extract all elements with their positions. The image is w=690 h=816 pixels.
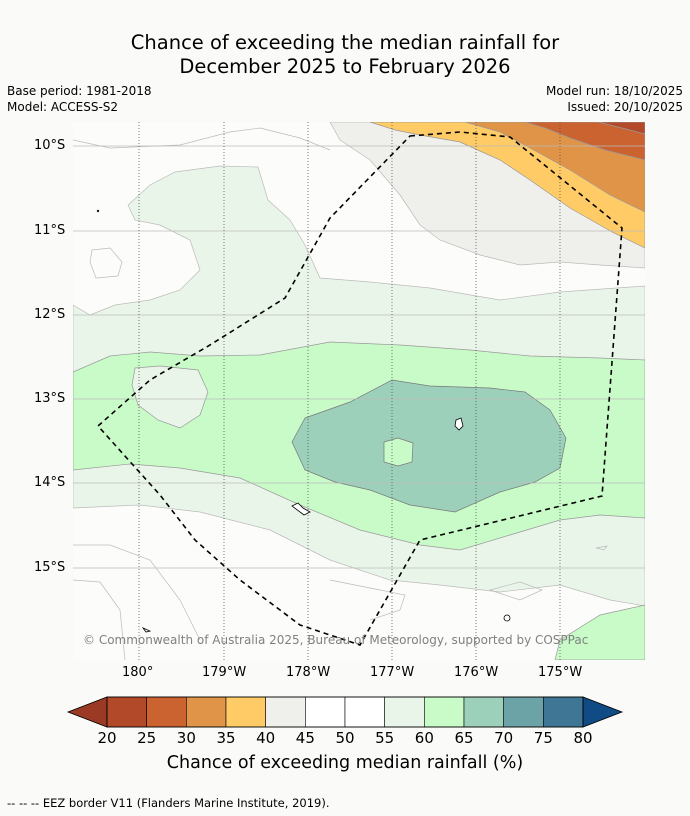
colorbar-cell [146,696,187,728]
islands [96,209,511,633]
colorbar-title: Chance of exceeding median rainfall (%) [166,753,524,773]
lat-label-11s: 11°S [34,223,66,238]
colorbar-cell [344,696,385,728]
lat-label-12s: 12°S [34,307,66,322]
lon-label-180: 180° [122,665,154,680]
colorbar-tick-label: 60 [414,729,434,747]
lon-label-175w: 175°W [538,665,583,680]
copyright-notice: © Commonwealth of Australia 2025, Bureau… [83,633,589,647]
colorbar-tick-label: 25 [137,729,157,747]
colorbar-cell [186,696,227,728]
eez-footnote: -- -- -- EEZ border V11 (Flanders Marine… [7,796,330,810]
colorbar-tick-label: 45 [295,729,315,747]
contour-hole [383,437,414,467]
colorbar-cell [463,696,504,728]
gridlines [73,122,645,660]
colorbar-tick-label: 70 [494,729,514,747]
colorbar-cell [225,696,266,728]
colorbar-cell [543,696,584,728]
colorbar-tick-label: 40 [256,729,276,747]
colorbar-cell [305,696,346,728]
contour-25-30 [524,122,645,161]
colorbar-cell [265,696,306,728]
map-title: Chance of exceeding the median rainfall … [0,31,690,79]
colorbar-cell [424,696,465,728]
lat-label-14s: 14°S [34,475,66,490]
contour-65-70 [291,379,567,513]
lat-label-13s: 13°S [34,391,66,406]
issued-date: Issued: 20/10/2025 [567,100,683,114]
lat-label-15s: 15°S [34,560,66,575]
colorbar-tick-label: 80 [573,729,593,747]
colorbar-tick-label: 35 [216,729,236,747]
lon-label-179w: 179°W [202,665,247,680]
lon-label-176w: 176°W [454,665,499,680]
lat-label-10s: 10°S [34,138,66,153]
title-line-1: Chance of exceeding the median rainfall … [130,31,560,54]
colorbar-tick-label: 30 [176,729,196,747]
colorbar-tick-label: 75 [533,729,553,747]
colorbar-under-triangle [66,696,108,728]
model-run: Model run: 18/10/2025 [545,84,683,98]
colorbar-tick-label: 50 [335,729,355,747]
colorbar-tick-label: 65 [454,729,474,747]
base-period: Base period: 1981-2018 [7,84,152,98]
title-line-2: December 2025 to February 2026 [179,55,511,78]
colorbar-tick-label: 20 [97,729,117,747]
contour-20-25 [597,122,645,135]
map-panel [73,122,645,660]
colorbar-tick-label: 55 [375,729,395,747]
colorbar-over-triangle [582,696,624,728]
colorbar-cell [106,696,147,728]
contour-island-west [131,365,209,429]
colorbar-frame [106,696,584,728]
lon-label-177w: 177°W [370,665,415,680]
contour-bottom-right [554,604,645,660]
colorbar-cell [384,696,425,728]
colorbar-cells [106,696,584,728]
thin-contours [73,127,608,660]
model-name: Model: ACCESS-S2 [7,100,119,114]
meta-left: Base period: 1981-2018 Model: ACCESS-S2 [7,83,152,115]
colorbar-cell [503,696,544,728]
meta-right: Model run: 18/10/2025 Issued: 20/10/2025 [546,83,683,115]
lon-label-178w: 178°W [286,665,331,680]
